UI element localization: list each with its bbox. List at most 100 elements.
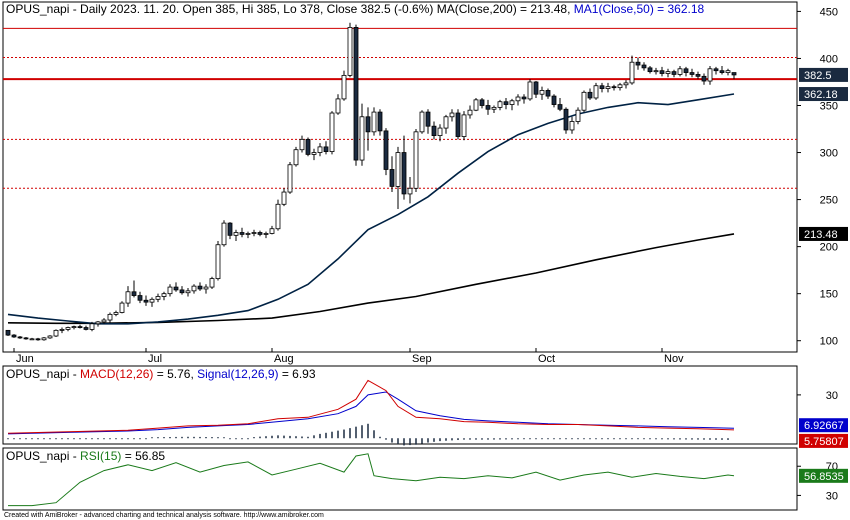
candle-body <box>47 335 53 339</box>
candle-body <box>611 86 617 89</box>
signal-title-name: Signal(12,26,9) <box>197 367 278 381</box>
candle-body <box>155 296 161 300</box>
candle-body <box>191 285 197 292</box>
candle-body <box>659 70 665 74</box>
candle-body <box>515 96 521 102</box>
candle-body <box>725 70 731 73</box>
candle-body <box>173 286 179 291</box>
candle-body <box>359 116 365 161</box>
macd-title-value: = 5.76, <box>153 367 197 381</box>
candle-body <box>311 152 317 155</box>
candle-body <box>563 108 569 131</box>
candle-body <box>701 75 707 82</box>
candle-body <box>383 130 389 170</box>
candle-body <box>491 106 497 110</box>
candle-body <box>167 286 173 295</box>
signal-tag-box <box>799 418 848 433</box>
candle-body <box>263 233 269 235</box>
rsi-line <box>8 453 735 507</box>
candle-body <box>719 70 725 73</box>
candle-body <box>539 90 545 95</box>
candle-body <box>431 125 437 137</box>
candle-body <box>599 85 605 89</box>
macd-tag-box <box>799 433 848 448</box>
candle-body <box>149 298 155 303</box>
price-title: OPUS_napi - Daily 2023. 11. 20. Open 385… <box>6 2 705 16</box>
candle-body <box>401 152 407 195</box>
candle-body <box>89 323 95 330</box>
candle-body <box>461 114 467 137</box>
candle-body <box>323 146 329 152</box>
signal-title-value: = 6.93 <box>279 367 316 381</box>
candle-body <box>521 96 527 100</box>
signal-line <box>7 391 735 435</box>
candle-body <box>239 232 245 235</box>
close-tag-label: 382.5 <box>804 70 832 82</box>
candle-body <box>551 95 557 105</box>
candle-body <box>245 233 251 235</box>
price-tick-label: 350 <box>820 100 838 112</box>
candle-body <box>125 291 131 304</box>
macd-line <box>7 379 735 434</box>
price-tick-label: 250 <box>820 195 838 207</box>
candle-body <box>329 112 335 152</box>
ma200-line <box>7 233 735 325</box>
price-tick-label: 300 <box>820 148 838 160</box>
candle-body <box>101 319 107 323</box>
rsi-title-value: = 56.85 <box>121 449 165 463</box>
candle-body <box>635 61 641 66</box>
candle-body <box>437 127 443 137</box>
candle-body <box>77 326 83 328</box>
footer-text: Created with AmiBroker - advanced charti… <box>4 512 324 519</box>
candle-body <box>653 70 659 73</box>
candle-body <box>425 111 431 127</box>
candle-body <box>299 138 305 151</box>
macd-title-prefix: OPUS_napi - <box>6 367 80 381</box>
rsi-title-name: RSI(15) <box>80 449 121 463</box>
rsi-tick-label: 30 <box>826 490 838 502</box>
candle-body <box>713 68 719 72</box>
candle-body <box>353 27 359 161</box>
candle-body <box>293 149 299 166</box>
candle-body <box>503 101 509 105</box>
candle-body <box>377 111 383 132</box>
ma200-tag-box <box>799 226 848 241</box>
candle-body <box>29 338 35 341</box>
month-label: Jun <box>16 353 34 365</box>
candle-body <box>17 336 23 339</box>
price-y-ticks: 100 150 200 250 300 350 400 450 <box>797 6 838 348</box>
candle-body <box>545 90 551 97</box>
month-label: Aug <box>274 353 294 365</box>
candle-body <box>479 99 485 106</box>
candle-body <box>179 289 185 294</box>
ma50-tag-box <box>799 87 848 102</box>
candle-body <box>341 74 347 100</box>
candle-body <box>587 91 593 99</box>
rsi-tag-label: 56.8535 <box>804 471 844 483</box>
month-label: Jul <box>148 353 162 365</box>
candle-body <box>71 326 77 328</box>
candle-body <box>641 64 647 69</box>
price-title-ma50: MA1(Close,50) = 362.18 <box>574 2 705 16</box>
candle-body <box>137 295 143 301</box>
candle-body <box>581 91 587 111</box>
candle-body <box>185 290 191 294</box>
candle-body <box>365 116 371 133</box>
macd-panel: 30 6.92667 5.75807 OPUS_napi - MACD(12,26… <box>2 365 848 448</box>
candle-body <box>689 72 695 75</box>
candle-body <box>221 222 227 246</box>
candle-body <box>215 244 221 280</box>
candle-body <box>275 203 281 230</box>
candle-body <box>647 67 653 73</box>
macd-tick-label: 30 <box>826 390 838 402</box>
price-title-prefix: OPUS_napi - Daily 2023. 11. 20. Open 385… <box>6 2 574 16</box>
candle-body <box>197 285 203 290</box>
price-panel-frame <box>2 1 798 353</box>
candle-body <box>473 99 479 111</box>
candle-body <box>509 100 515 105</box>
rsi-title-prefix: OPUS_napi - <box>6 449 80 463</box>
candle-body <box>203 286 209 290</box>
candle-body <box>35 338 41 341</box>
macd-title-name: MACD(12,26) <box>80 367 153 381</box>
